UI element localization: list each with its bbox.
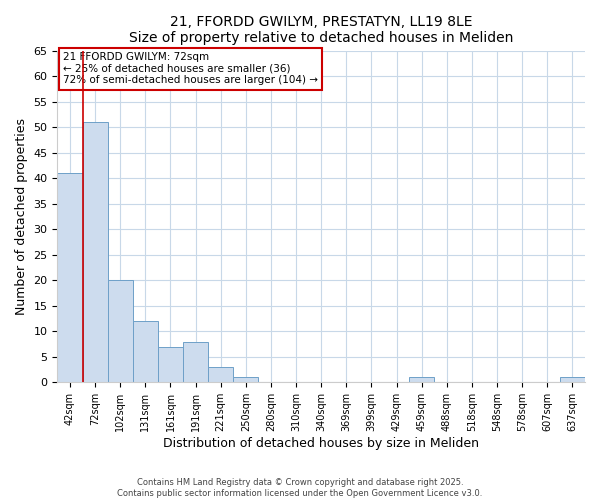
Bar	[233, 377, 259, 382]
Bar	[58, 173, 83, 382]
X-axis label: Distribution of detached houses by size in Meliden: Distribution of detached houses by size …	[163, 437, 479, 450]
Y-axis label: Number of detached properties: Number of detached properties	[15, 118, 28, 315]
Bar	[208, 367, 233, 382]
Bar	[133, 321, 158, 382]
Bar	[560, 377, 585, 382]
Text: 21 FFORDD GWILYM: 72sqm
← 25% of detached houses are smaller (36)
72% of semi-de: 21 FFORDD GWILYM: 72sqm ← 25% of detache…	[62, 52, 317, 86]
Text: Contains HM Land Registry data © Crown copyright and database right 2025.
Contai: Contains HM Land Registry data © Crown c…	[118, 478, 482, 498]
Bar	[83, 122, 107, 382]
Bar	[183, 342, 208, 382]
Title: 21, FFORDD GWILYM, PRESTATYN, LL19 8LE
Size of property relative to detached hou: 21, FFORDD GWILYM, PRESTATYN, LL19 8LE S…	[129, 15, 514, 45]
Bar	[107, 280, 133, 382]
Bar	[409, 377, 434, 382]
Bar	[158, 346, 183, 382]
